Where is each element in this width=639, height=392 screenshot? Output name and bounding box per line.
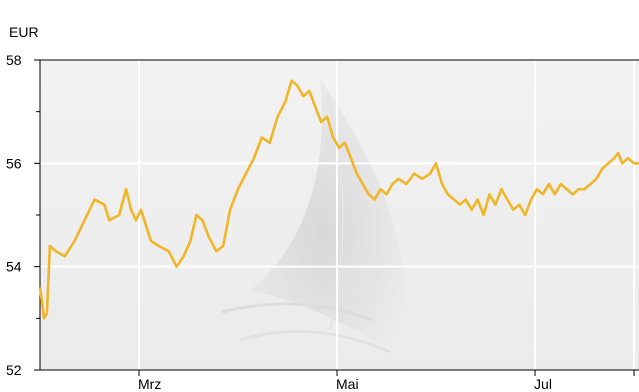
y-tick-labels: 52 54 56 58 bbox=[6, 52, 22, 378]
grid bbox=[40, 60, 639, 370]
axes bbox=[34, 59, 639, 376]
series-layer bbox=[38, 79, 639, 320]
y-tick-label: 54 bbox=[6, 259, 22, 275]
price-series-line bbox=[38, 79, 639, 320]
x-tick-labels: MrzMaiJulSepNov bbox=[138, 376, 552, 392]
x-tick-label: Jul bbox=[534, 376, 552, 392]
x-tick-label: Mai bbox=[336, 376, 359, 392]
sail-watermark-icon bbox=[221, 78, 408, 360]
x-tick-label: Mrz bbox=[138, 376, 161, 392]
y-tick-label: 58 bbox=[6, 52, 22, 68]
unit-label: EUR bbox=[9, 24, 39, 40]
y-tick-label: 56 bbox=[6, 155, 22, 171]
y-tick-label: 52 bbox=[6, 362, 22, 378]
